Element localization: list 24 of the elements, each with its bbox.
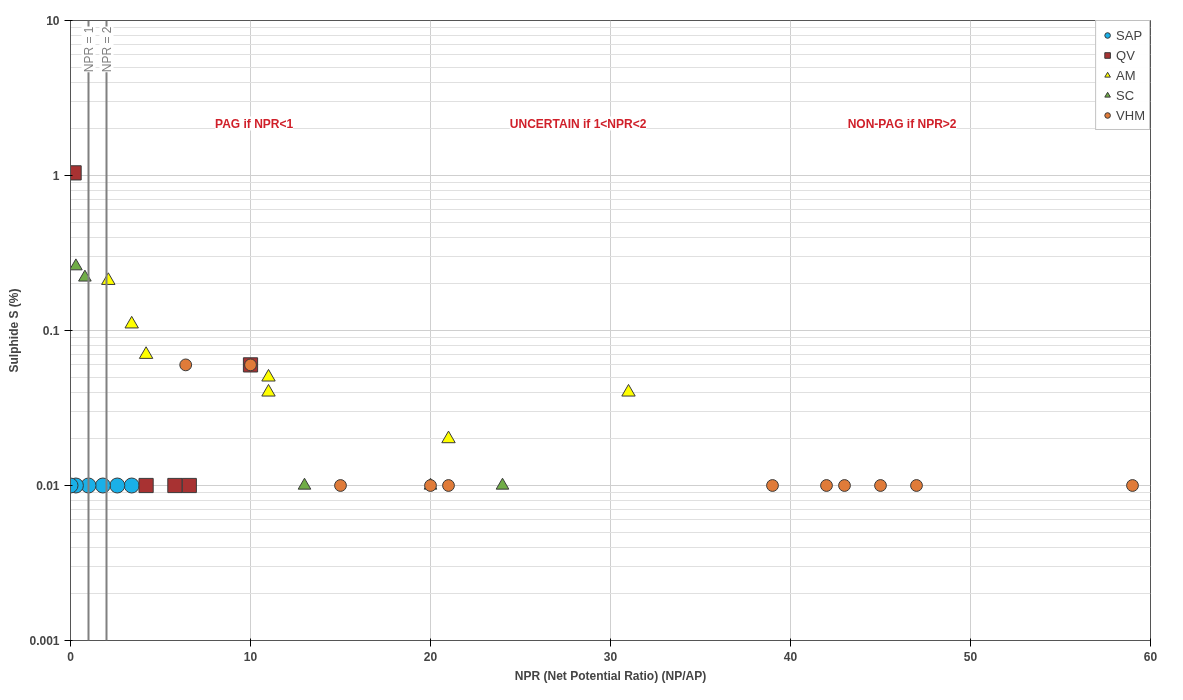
x-tick-label: 60 [1143,649,1158,664]
ref-line-label: NPR = 1 [81,26,96,73]
x-tick-label: 30 [603,649,618,664]
annotation: PAG if NPR<1 [215,116,294,131]
legend-label: VHM [1116,107,1145,123]
y-tick-label: 0.01 [36,479,60,493]
x-tick-label: 0 [67,649,75,664]
y-tick-label: 10 [46,14,60,28]
annotation: NON-PAG if NPR>2 [847,116,957,131]
y-tick-label: 0.001 [29,634,60,648]
y-axis-title: Sulphide S (%) [7,288,22,373]
y-tick-label: 1 [52,169,60,183]
x-axis-title: NPR (Net Potential Ratio) (NP/AP) [514,668,707,683]
legend-label: SAP [1116,27,1143,43]
x-tick-label: 10 [243,649,258,664]
ref-line-label: NPR = 2 [99,26,114,73]
legend-label: QV [1116,47,1136,63]
legend-label: AM [1116,67,1137,83]
x-tick-label: 40 [783,649,798,664]
x-tick-label: 20 [423,649,438,664]
x-tick-label: 50 [963,649,978,664]
y-tick-label: 0.1 [42,324,60,338]
legend-label: SC [1116,87,1136,103]
annotation: UNCERTAIN if 1<NPR<2 [509,116,647,131]
